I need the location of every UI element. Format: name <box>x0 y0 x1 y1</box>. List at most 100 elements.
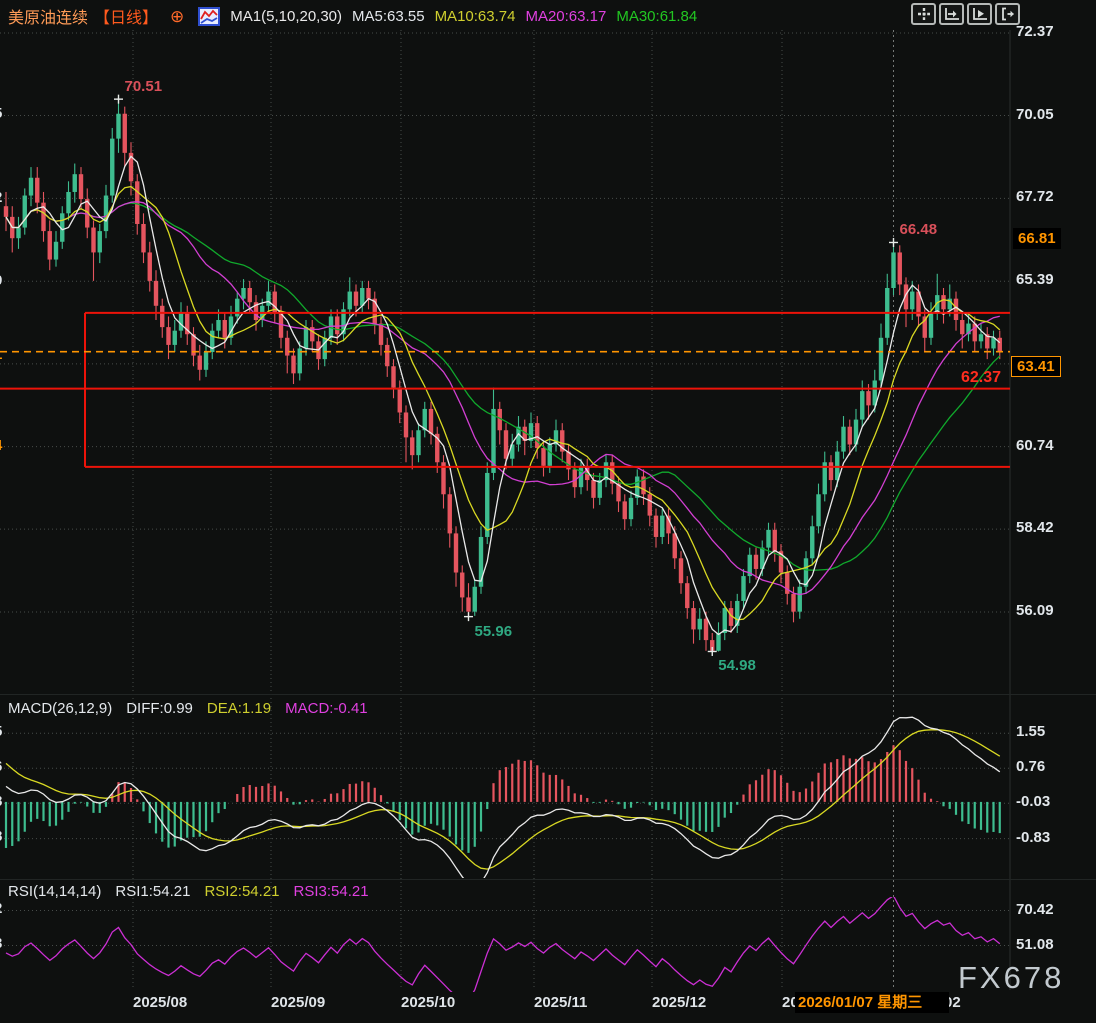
candle-body <box>616 483 621 502</box>
candle-body <box>841 426 846 452</box>
candle-body <box>391 366 396 388</box>
ma30-line <box>5 202 1001 571</box>
candle-body <box>35 177 40 203</box>
candle-body <box>516 426 521 445</box>
candle-body <box>510 444 515 459</box>
candle-body <box>685 583 690 609</box>
candle-body <box>435 433 440 463</box>
edge-fragment: 4 <box>0 437 2 454</box>
candle-body <box>497 408 502 431</box>
candle-body <box>122 113 127 153</box>
candle-body <box>460 572 465 598</box>
candle-body <box>935 295 940 313</box>
candle-body <box>47 231 52 260</box>
ma10-line <box>5 185 1001 621</box>
rsi-line <box>5 897 1001 992</box>
ma5-value: MA5:63.55 <box>352 7 425 25</box>
rsi1-value: RSI1:54.21 <box>115 883 191 900</box>
candle-body <box>97 231 102 253</box>
candle-body <box>3 206 9 217</box>
macd-macd-value: MACD:-0.41 <box>285 700 368 717</box>
rsi-pane-header: RSI(14,14,14) RSI1:54.21 RSI2:54.21 RSI3… <box>8 883 369 900</box>
candle-body <box>172 330 177 345</box>
edge-fragment: 2 <box>0 900 2 917</box>
y-axis-label: 60.74 <box>1016 436 1054 454</box>
edge-fragment: 8 <box>0 793 2 810</box>
candle-body <box>560 430 565 452</box>
candle-body <box>760 547 765 569</box>
indicator-chart-icon[interactable] <box>198 6 221 26</box>
candle-body <box>660 515 665 537</box>
candle-body <box>991 337 996 349</box>
candle-body <box>310 327 315 342</box>
x-axis-label: 2025/12 <box>652 994 707 1011</box>
candle-body <box>491 408 496 473</box>
crosshair-tool-icon[interactable]: ⊕ <box>170 6 185 26</box>
macd-title: MACD(26,12,9) <box>8 700 113 717</box>
candle-body <box>303 327 309 349</box>
candle-body <box>153 280 159 306</box>
candle-body <box>16 227 21 239</box>
candle-body <box>147 252 152 281</box>
macd-pane-header: MACD(26,12,9) DIFF:0.99 DEA:1.19 MACD:-0… <box>8 700 368 717</box>
ma-settings-label: MA1(5,10,20,30) <box>230 7 343 25</box>
extreme-price-annotation: 54.98 <box>718 657 756 675</box>
candle-body <box>472 586 477 612</box>
candle-body <box>535 423 540 449</box>
candle-body <box>960 320 965 335</box>
candle-body <box>910 291 915 310</box>
chart-toolbar <box>911 3 1020 25</box>
candle-body <box>591 480 596 498</box>
candle-body <box>422 408 427 431</box>
candle-body <box>335 316 340 335</box>
candle-body <box>622 501 627 520</box>
candle-body <box>566 451 571 470</box>
candle-body <box>522 426 527 441</box>
exit-chart-button[interactable] <box>995 3 1020 25</box>
candle-body <box>797 586 802 612</box>
rsi-axis-label: 70.42 <box>1016 900 1054 918</box>
candle-body <box>822 462 827 495</box>
candle-body <box>816 494 821 527</box>
edge-fragment: 2 <box>0 189 2 206</box>
x-axis-label: 2025/10 <box>401 994 456 1011</box>
candle-body <box>603 462 609 481</box>
candle-body <box>503 430 509 459</box>
candle-body <box>678 558 684 584</box>
pane-separator <box>0 694 1096 695</box>
candle-body <box>647 494 652 516</box>
candle-body <box>347 291 352 310</box>
edge-fragment: 5 <box>0 105 2 122</box>
macd-axis-label: -0.03 <box>1016 793 1051 811</box>
candle-body <box>697 618 702 630</box>
candle-body <box>372 298 377 324</box>
prev-settle-label: 66.81 <box>1013 228 1061 249</box>
candle-body <box>166 327 171 345</box>
ma20-value: MA20:63.17 <box>525 7 607 25</box>
playback-button[interactable] <box>967 3 992 25</box>
candle-body <box>772 529 777 552</box>
compress-axis-button[interactable] <box>939 3 964 25</box>
x-axis-label: 2025/11 <box>534 994 588 1011</box>
candle-body <box>997 337 1002 352</box>
candle-body <box>366 288 371 299</box>
candle-body <box>941 295 946 310</box>
candle-body <box>78 174 84 200</box>
candle-body <box>972 323 977 342</box>
rsi3-value: RSI3:54.21 <box>293 883 369 900</box>
candle-body <box>397 387 402 413</box>
x-axis-label: 2025/08 <box>133 994 188 1011</box>
candle-body <box>22 195 27 228</box>
alert-price-label: 62.37 <box>961 369 1002 386</box>
candle-body <box>691 608 696 630</box>
candle-body <box>322 337 327 360</box>
pan-tool-button[interactable] <box>911 3 936 25</box>
candle-body <box>216 320 221 331</box>
candle-body <box>266 291 271 306</box>
candle-body <box>835 451 840 481</box>
candle-body <box>766 529 771 548</box>
candle-body <box>872 380 877 406</box>
candle-body <box>241 288 246 299</box>
y-axis-label: 72.37 <box>1016 23 1054 40</box>
